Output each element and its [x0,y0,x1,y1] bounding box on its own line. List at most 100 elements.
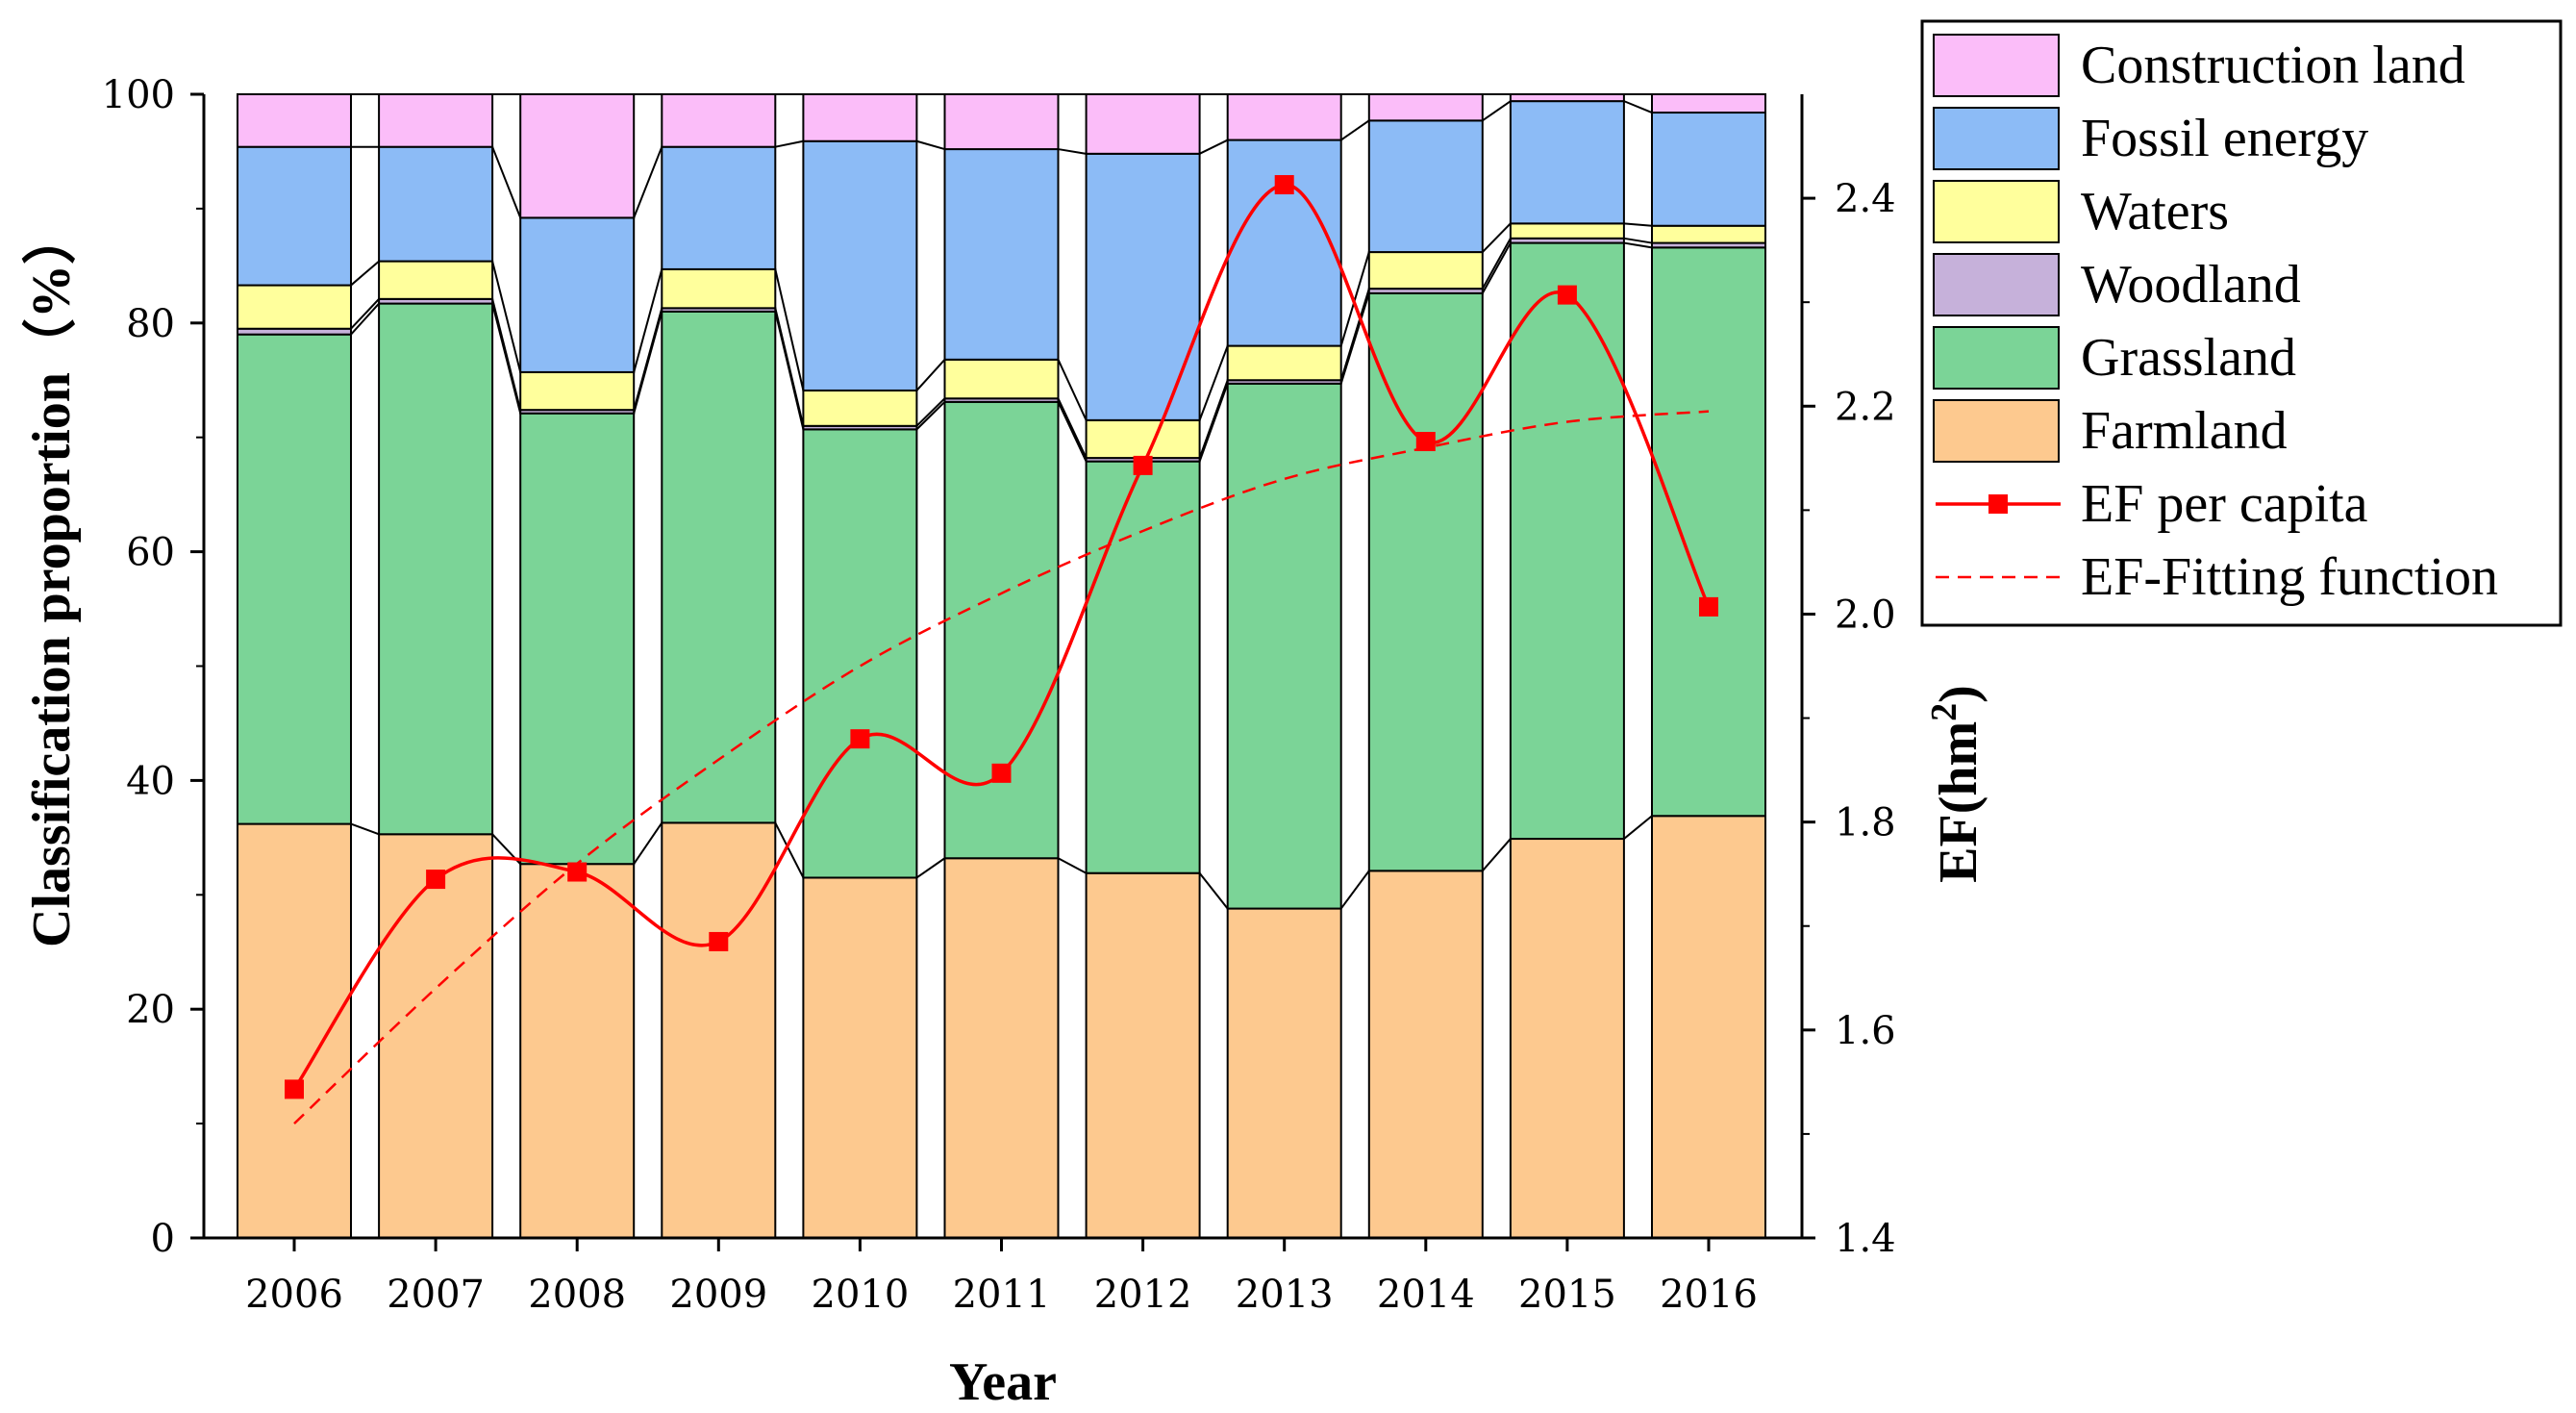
legend-swatch-fossil-energy [1933,107,2060,170]
marker-ef-per-capita-2007 [426,870,446,890]
connector [1057,401,1088,463]
bar-construction-land-2012 [1085,93,1201,155]
marker-ef-per-capita-2010 [850,729,870,749]
connector [1058,148,1087,155]
x-tick-label-2014: 2014 [1377,1273,1475,1317]
bar-waters-2012 [1085,418,1201,460]
bar-construction-land-2013 [1226,93,1342,141]
connector [915,857,946,879]
connector [775,139,804,148]
y-tick-label: 80 [126,302,175,346]
y-tick-label: 0 [151,1217,175,1261]
bar-waters-2015 [1509,222,1625,240]
x-tick-label-2009: 2009 [669,1273,767,1317]
legend-label-woodland: Woodland [2081,255,2301,315]
connector [915,397,946,427]
connector [350,302,380,336]
connector [916,139,945,151]
bar-construction-land-2014 [1367,93,1484,122]
connector [1623,237,1653,244]
bar-construction-land-2007 [378,93,494,148]
connector [633,268,663,373]
bar-fossil-energy-2008 [519,216,636,373]
bar-fossil-energy-2009 [661,145,777,270]
bar-fossil-energy-2010 [802,139,918,391]
bar-waters-2010 [802,389,918,427]
connector [491,261,522,373]
legend-label-ef-fitting-function: EF-Fitting function [2081,547,2498,607]
bar-fossil-energy-2015 [1509,100,1625,225]
bar-farmland-2008 [519,863,636,1240]
legend-swatch-construction-land [1933,34,2060,97]
bar-construction-land-2010 [802,93,918,142]
connector [1482,100,1512,122]
legend-label-ef-per-capita: EF per capita [2081,474,2368,534]
legend-label-farmland: Farmland [2081,401,2288,461]
y2-tick-label: 1.8 [1835,801,1896,845]
bar-farmland-2006 [237,822,352,1239]
bar-farmland-2011 [943,857,1060,1239]
connector [1482,838,1512,871]
bar-farmland-2013 [1226,907,1342,1239]
connector [491,298,522,411]
connector [1198,379,1229,459]
connector [1339,292,1370,385]
bar-construction-land-2006 [237,93,352,148]
bar-fossil-energy-2014 [1367,119,1484,254]
bar-farmland-2015 [1509,838,1625,1239]
legend-label-grassland: Grassland [2081,328,2296,388]
bar-waters-2011 [943,358,1060,400]
x-tick-label-2006: 2006 [245,1273,343,1317]
bar-grassland-2010 [802,428,918,879]
bar-waters-2007 [378,260,494,300]
bar-construction-land-2015 [1509,93,1625,103]
legend-label-fossil-energy: Fossil energy [2081,109,2368,168]
legend-swatch-farmland [1933,399,2060,463]
connector [1198,383,1229,463]
bar-fossil-energy-2012 [1085,152,1201,421]
y2-tick-label: 2.0 [1835,593,1896,637]
marker-ef-per-capita-2006 [285,1079,304,1099]
x-tick-label-2015: 2015 [1518,1273,1616,1317]
bar-grassland-2006 [237,333,352,825]
bar-construction-land-2008 [519,93,636,219]
connector [1058,857,1088,874]
connector [1057,397,1088,459]
x-tick-label-2013: 2013 [1236,1273,1334,1317]
marker-ef-per-capita-2015 [1557,285,1577,305]
x-axis-title: Year [949,1352,1057,1412]
connector [1340,119,1370,141]
connector [915,359,946,391]
connector [1623,100,1653,114]
bar-grassland-2013 [1226,382,1342,910]
marker-ef-per-capita-2013 [1274,175,1294,195]
bar-grassland-2008 [519,412,636,866]
x-tick-label-2011: 2011 [953,1273,1051,1317]
y-tick-label: 40 [126,759,175,803]
connector [1623,222,1653,227]
bar-farmland-2016 [1651,815,1766,1239]
line-layer [285,175,1718,1125]
x-tick-label-2012: 2012 [1094,1273,1192,1317]
connector [774,308,805,427]
axes: 0 20 40 60 80 100 1.4 1.6 1.8 2.0 2.2 2.4 2006 2007 20… [102,73,1896,1317]
y2-tick-label: 2.4 [1835,177,1896,221]
connector [350,298,380,330]
bar-construction-land-2016 [1651,93,1766,114]
legend-label-construction-land: Construction land [2081,36,2465,95]
connector [1481,242,1512,294]
connector [1057,359,1088,421]
x-tick-label-2007: 2007 [387,1273,485,1317]
connector [1339,251,1370,346]
bar-grassland-2011 [943,400,1060,860]
marker-ef-per-capita-2009 [709,931,729,951]
marker-ef-per-capita-2011 [991,763,1012,783]
connector [633,146,663,218]
connector [1199,139,1229,155]
connector [1198,872,1229,910]
bar-construction-land-2011 [943,93,1060,151]
marker-ef-per-capita-2014 [1415,432,1436,452]
bar-farmland-2010 [802,876,918,1240]
connector [1623,815,1653,840]
